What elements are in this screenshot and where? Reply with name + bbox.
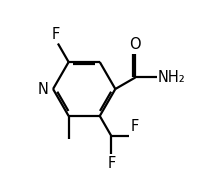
- Text: N: N: [38, 82, 49, 96]
- Text: F: F: [52, 27, 60, 42]
- Text: F: F: [107, 156, 115, 171]
- Text: NH₂: NH₂: [158, 70, 185, 85]
- Text: F: F: [131, 119, 139, 134]
- Text: O: O: [130, 37, 141, 52]
